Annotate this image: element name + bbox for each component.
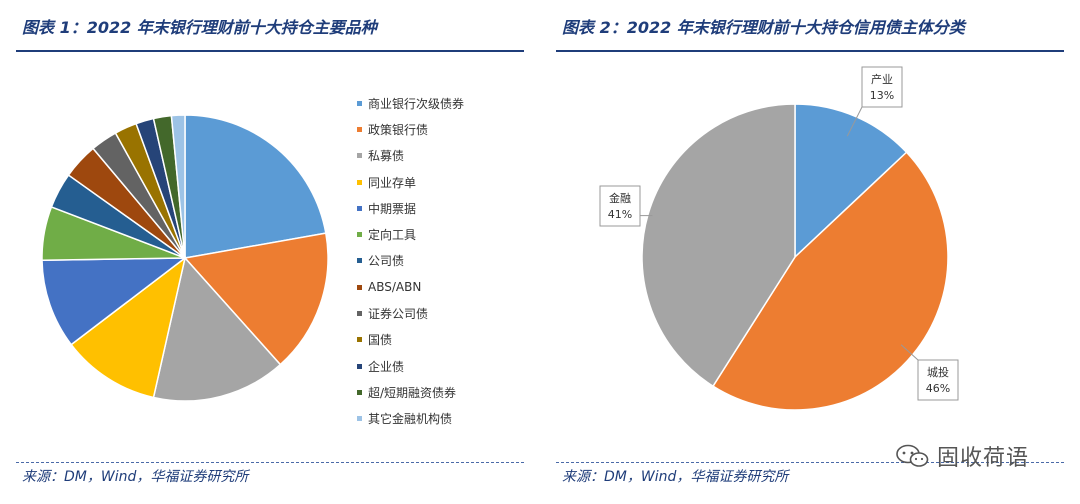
legend-swatch	[357, 100, 362, 106]
legend-item: 私募债	[357, 143, 464, 169]
pie2-slice-0	[794, 103, 908, 259]
right-pie-chart: 产业 13% 城投 46% 金融 41%	[599, 66, 959, 411]
legend-label: 超/短期融资债券	[368, 385, 457, 400]
legend-label: 中期票据	[368, 201, 417, 216]
legend-swatch	[357, 153, 362, 159]
watermark-text: 固收荷语	[937, 446, 1030, 471]
legend-swatch	[357, 416, 362, 422]
data-label-value: 13%	[870, 89, 894, 102]
legend-label: 企业债	[368, 359, 405, 374]
legend-label: 政策银行债	[368, 122, 429, 137]
legend-swatch	[357, 337, 362, 343]
right-title-rule	[556, 50, 1064, 52]
legend-swatch	[357, 258, 362, 264]
left-chart-source: 来源：DM，Wind，华福证券研究所	[22, 469, 249, 485]
legend-label: ABS/ABN	[368, 280, 422, 295]
pie1-slice-2	[152, 256, 282, 402]
data-label-box	[599, 185, 641, 227]
data-label-category: 金融	[609, 191, 631, 205]
legend-swatch	[357, 126, 362, 132]
legend-item: 定向工具	[357, 221, 464, 247]
left-chart-title: 图表 1：2022 年末银行理财前十大持仓主要品种	[22, 18, 377, 37]
legend-item: 政策银行债	[357, 116, 464, 142]
legend-swatch	[357, 284, 362, 290]
callout-leader-line	[846, 106, 863, 137]
data-label-category: 城投	[927, 365, 949, 379]
pie1-slice-3	[70, 256, 187, 399]
left-chart-panel: 图表 1：2022 年末银行理财前十大持仓主要品种 商业银行次级债券 政策银行债私…	[16, 18, 524, 485]
legend-swatch	[357, 363, 362, 369]
legend-label: 私募债	[368, 149, 405, 164]
legend-item: ABS/ABN	[357, 274, 464, 300]
left-pie-chart	[41, 114, 329, 402]
legend-item: 企业债	[357, 353, 464, 379]
data-label-value: 41%	[608, 208, 632, 221]
legend-label: 商业银行次级债券	[368, 96, 465, 111]
legend-label: 国债	[368, 333, 393, 348]
legend-swatch	[357, 205, 362, 211]
left-chart-legend: 商业银行次级债券 政策银行债私募债同业存单中期票据定向工具公司债 ABS/ABN 证券…	[357, 90, 464, 432]
data-label-box	[861, 66, 903, 108]
pie1-slice-12	[170, 114, 186, 259]
left-bottom-rule	[16, 462, 524, 463]
left-title-rule	[16, 50, 524, 52]
legend-item: 国债	[357, 327, 464, 353]
right-chart-source: 来源：DM，Wind，华福证券研究所	[562, 469, 789, 485]
data-label-box	[917, 359, 959, 401]
legend-label: 公司债	[368, 254, 405, 269]
right-chart-panel: 图表 2：2022 年末银行理财前十大持仓信用债主体分类 产业 13% 城投 46% 金…	[540, 0, 1080, 504]
pie1-slice-0	[184, 114, 327, 259]
data-label-value: 46%	[926, 382, 950, 395]
legend-item: 证券公司债	[357, 300, 464, 326]
legend-item: 中期票据	[357, 195, 464, 221]
legend-swatch	[357, 389, 362, 395]
pie2-slice-1	[711, 151, 949, 411]
watermark: 固收荷语	[895, 440, 1029, 472]
legend-item: 同业存单	[357, 169, 464, 195]
wechat-icon	[896, 444, 929, 467]
legend-item: 超/短期融资债券	[357, 379, 464, 405]
legend-swatch	[357, 311, 362, 317]
pie1-slice-4	[41, 257, 188, 346]
legend-label: 证券公司债	[368, 307, 429, 322]
legend-item: 其它金融机构债	[357, 406, 464, 432]
data-label-category: 产业	[871, 72, 893, 86]
right-chart-title: 图表 2：2022 年末银行理财前十大持仓信用债主体分类	[562, 18, 965, 37]
legend-label: 同业存单	[368, 175, 417, 190]
right-bottom-rule	[556, 462, 1064, 463]
legend-item: 公司债	[357, 248, 464, 274]
legend-swatch	[357, 232, 362, 238]
legend-swatch	[357, 179, 362, 185]
pie2-slice-2	[641, 103, 796, 388]
legend-label: 其它金融机构债	[368, 412, 453, 427]
pie1-slice-1	[183, 232, 329, 366]
callout-leader-line	[900, 344, 919, 361]
legend-label: 定向工具	[368, 228, 417, 243]
legend-item: 商业银行次级债券	[357, 90, 464, 116]
